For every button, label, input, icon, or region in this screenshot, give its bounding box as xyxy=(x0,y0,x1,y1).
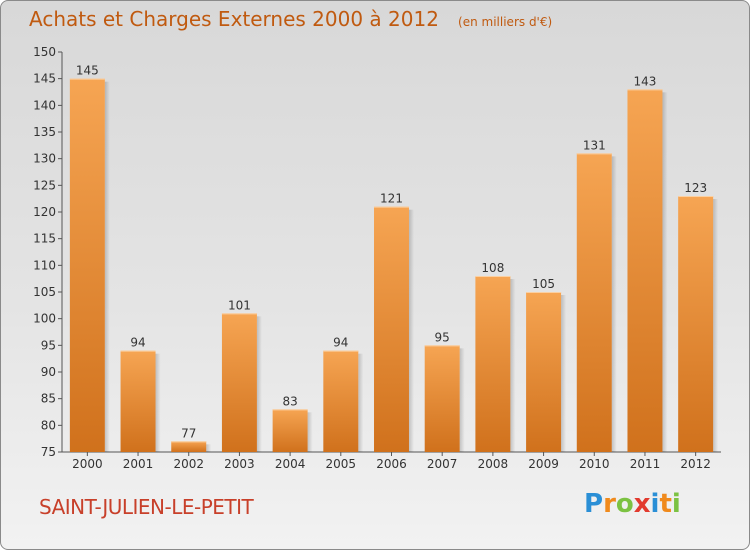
title-block: Achats et Charges Externes 2000 à 2012 (… xyxy=(29,7,552,31)
bar-shadow xyxy=(256,316,262,452)
proxiti-logo: Proxiti xyxy=(584,489,681,519)
bar-shadow xyxy=(408,209,414,452)
bar-shadow xyxy=(155,353,161,452)
bar-shadow xyxy=(662,92,668,452)
bar-value-label: 77 xyxy=(181,426,196,440)
x-tick-label: 2000 xyxy=(72,457,103,471)
x-tick-label: 2012 xyxy=(680,457,711,471)
bar-value-label: 105 xyxy=(532,277,555,291)
y-tick-label: 90 xyxy=(41,365,56,379)
y-tick-label: 105 xyxy=(33,285,56,299)
chart-title: Achats et Charges Externes 2000 à 2012 xyxy=(29,7,439,31)
y-tick-label: 85 xyxy=(41,392,56,406)
y-tick-label: 140 xyxy=(33,98,56,112)
bar-value-label: 131 xyxy=(583,138,606,152)
bar-value-label: 108 xyxy=(481,261,504,275)
logo-letter: P xyxy=(584,489,604,519)
y-tick-label: 110 xyxy=(33,258,56,272)
bar-shadow xyxy=(611,156,617,453)
bar-2005 xyxy=(323,350,359,452)
x-tick-label: 2005 xyxy=(326,457,357,471)
bar-shadow xyxy=(104,81,110,453)
chart-subtitle: (en milliers d'€) xyxy=(458,15,553,29)
logo-letter: i xyxy=(671,489,681,519)
x-tick-label: 2009 xyxy=(528,457,559,471)
bar-value-label: 83 xyxy=(282,394,297,408)
logo-letter: x xyxy=(633,489,651,519)
y-tick-label: 130 xyxy=(33,152,56,166)
logo-letter: o xyxy=(615,489,634,519)
bar-value-label: 94 xyxy=(130,336,145,350)
bar-2002 xyxy=(171,441,207,452)
bar-value-label: 94 xyxy=(333,336,348,350)
bar-2001 xyxy=(120,350,156,452)
x-tick-label: 2004 xyxy=(275,457,306,471)
bar-shadow xyxy=(307,412,313,452)
bar-shadow xyxy=(459,348,465,452)
x-tick-label: 2010 xyxy=(579,457,610,471)
bar-shadow xyxy=(510,279,516,452)
bar-2004 xyxy=(272,409,308,452)
y-tick-label: 80 xyxy=(41,418,56,432)
y-tick-label: 120 xyxy=(33,205,56,219)
bar-2012 xyxy=(678,196,714,452)
bar-value-label: 123 xyxy=(684,181,707,195)
logo-letter: i xyxy=(650,489,660,519)
bar-2000 xyxy=(69,78,105,453)
y-tick-label: 115 xyxy=(33,232,56,246)
place-name: SAINT-JULIEN-LE-PETIT xyxy=(39,495,254,519)
y-tick-label: 150 xyxy=(33,45,56,59)
x-tick-label: 2001 xyxy=(123,457,154,471)
y-tick-label: 100 xyxy=(33,312,56,326)
bar-value-label: 101 xyxy=(228,298,251,312)
bar-2003 xyxy=(221,313,257,452)
bar-2008 xyxy=(475,276,511,452)
x-tick-label: 2002 xyxy=(173,457,204,471)
bar-shadow xyxy=(358,353,364,452)
y-tick-label: 125 xyxy=(33,178,56,192)
bar-shadow xyxy=(206,444,212,452)
bar-2009 xyxy=(526,292,562,452)
y-tick-label: 95 xyxy=(41,338,56,352)
bar-value-label: 145 xyxy=(76,64,99,78)
bar-value-label: 95 xyxy=(435,330,450,344)
x-tick-label: 2007 xyxy=(427,457,458,471)
y-tick-label: 135 xyxy=(33,125,56,139)
x-tick-label: 2008 xyxy=(478,457,509,471)
x-tick-label: 2011 xyxy=(630,457,661,471)
logo-letter: t xyxy=(659,489,672,519)
bar-value-label: 143 xyxy=(634,74,657,88)
x-tick-label: 2006 xyxy=(376,457,407,471)
bar-2006 xyxy=(374,206,409,452)
bar-2011 xyxy=(627,89,663,452)
x-tick-label: 2003 xyxy=(224,457,255,471)
bar-shadow xyxy=(713,199,719,452)
logo-letter: r xyxy=(603,489,616,519)
y-tick-label: 75 xyxy=(41,445,56,459)
bar-shadow xyxy=(561,295,567,452)
bar-2010 xyxy=(576,153,612,453)
bar-2007 xyxy=(424,345,460,452)
y-tick-label: 145 xyxy=(33,72,56,86)
bar-value-label: 121 xyxy=(380,192,403,206)
